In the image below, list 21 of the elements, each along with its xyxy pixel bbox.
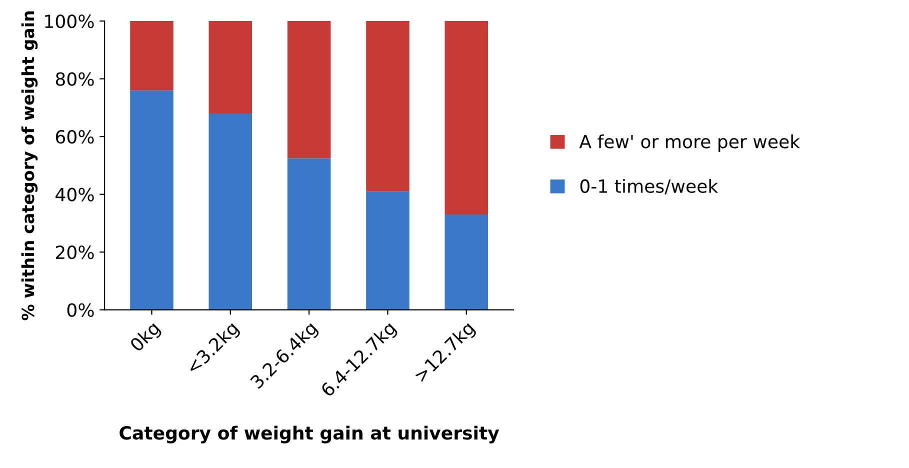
y-tick-label: 40% xyxy=(56,188,94,202)
bar xyxy=(444,214,488,310)
y-tick-label: 100% xyxy=(45,14,94,28)
bar xyxy=(287,158,331,310)
y-tick-label: 60% xyxy=(56,130,94,144)
legend-label: 0-1 times/week xyxy=(580,178,718,194)
bar xyxy=(366,21,410,192)
x-axis-title: Category of weight gain at university xyxy=(120,426,500,444)
x-tick-label: 0kg xyxy=(128,320,163,355)
bar xyxy=(208,113,252,310)
bar xyxy=(444,21,488,215)
bar xyxy=(130,21,174,90)
bar xyxy=(287,21,331,158)
y-tick-label: 0% xyxy=(67,303,94,317)
y-tick-label: 20% xyxy=(56,246,94,260)
bar xyxy=(208,21,252,114)
legend-label: A few' or more per week xyxy=(579,134,800,152)
bar xyxy=(366,191,410,310)
y-axis-title: % within category of weight gain xyxy=(21,11,38,320)
bar xyxy=(130,90,174,310)
y-tick-label: 80% xyxy=(56,72,94,86)
